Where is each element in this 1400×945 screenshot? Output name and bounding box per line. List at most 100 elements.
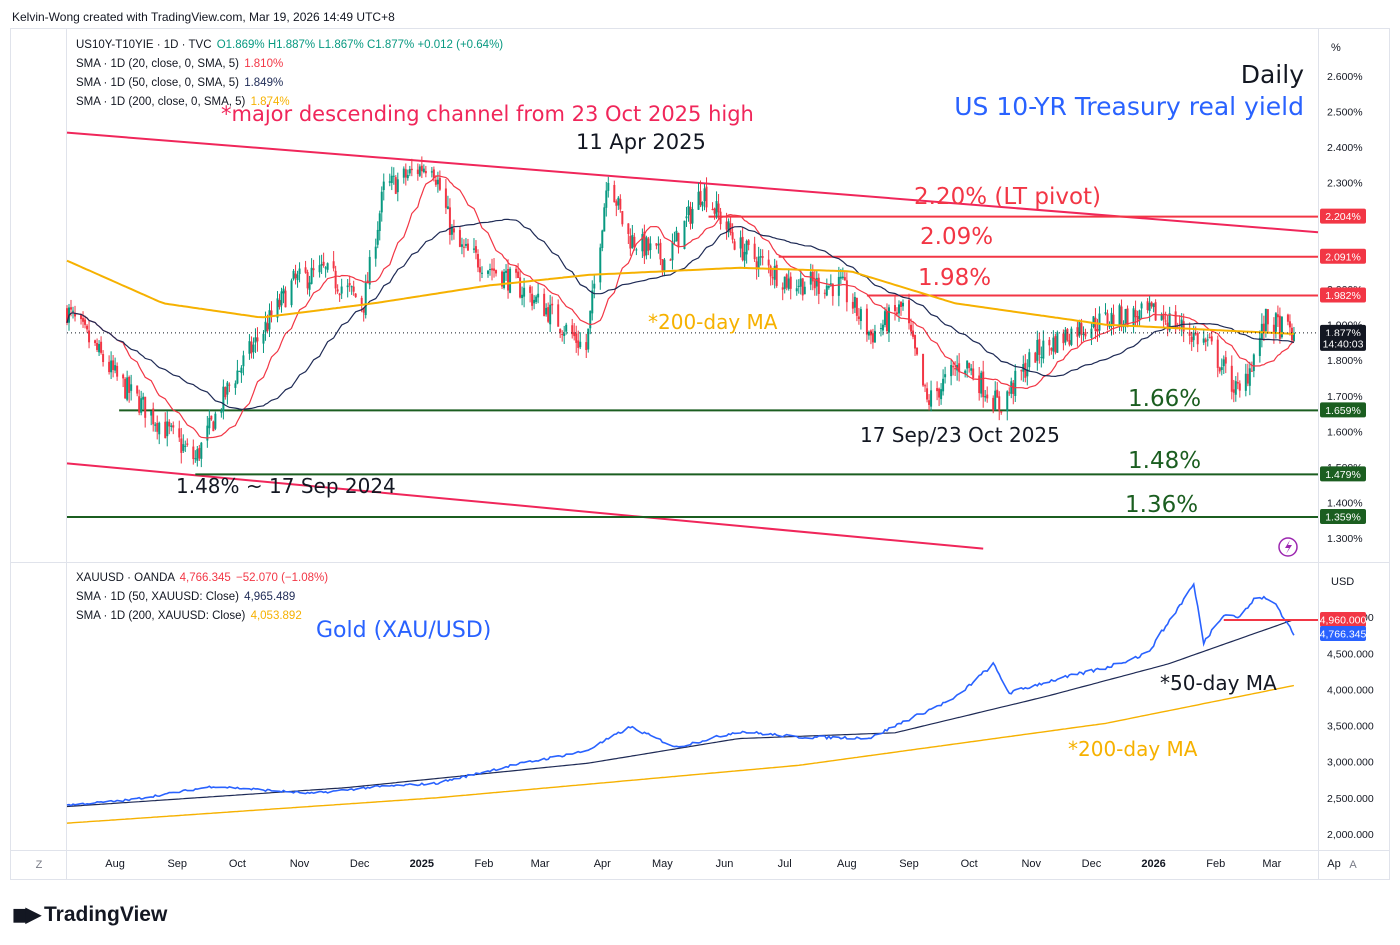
candle[interactable] [879, 323, 882, 337]
candle[interactable] [180, 427, 183, 464]
candle[interactable] [897, 300, 900, 322]
candle[interactable] [629, 228, 632, 256]
candle[interactable] [178, 420, 181, 442]
candle[interactable] [565, 322, 568, 335]
candle[interactable] [222, 379, 225, 420]
candle[interactable] [926, 382, 929, 403]
candle[interactable] [958, 353, 961, 382]
candle[interactable] [298, 262, 301, 283]
candle[interactable] [613, 180, 616, 203]
candle[interactable] [114, 357, 117, 374]
candle[interactable] [1262, 315, 1265, 342]
candle[interactable] [883, 307, 886, 328]
candle[interactable] [1292, 326, 1295, 343]
candle[interactable] [1034, 351, 1037, 363]
candle[interactable] [699, 180, 702, 208]
candle[interactable] [503, 268, 506, 290]
candle[interactable] [607, 176, 610, 198]
candle[interactable] [984, 390, 987, 402]
candle[interactable] [212, 420, 215, 432]
candle[interactable] [394, 175, 397, 195]
candle[interactable] [196, 446, 199, 467]
candle[interactable] [978, 367, 981, 401]
candle[interactable] [170, 423, 173, 432]
candle[interactable] [902, 299, 905, 311]
bottom-legend-row-sma200[interactable]: SMA · 1D (200, XAUUSD: Close) 4,053.892 [76, 607, 328, 626]
candle[interactable] [1122, 320, 1125, 334]
candle[interactable] [332, 251, 335, 272]
candle[interactable] [1250, 361, 1253, 372]
candle[interactable] [573, 323, 576, 341]
candle[interactable] [677, 232, 680, 254]
candle[interactable] [436, 171, 439, 193]
candle[interactable] [154, 422, 157, 432]
candle[interactable] [306, 269, 309, 295]
candle[interactable] [1174, 305, 1177, 334]
candle[interactable] [1110, 307, 1113, 336]
candle[interactable] [348, 275, 351, 292]
candle[interactable] [739, 230, 742, 258]
candle[interactable] [128, 375, 131, 403]
candle[interactable] [871, 328, 874, 349]
candle[interactable] [1064, 327, 1067, 346]
candle[interactable] [396, 172, 399, 202]
candle[interactable] [366, 272, 369, 284]
candle[interactable] [1052, 330, 1055, 360]
candle[interactable] [256, 327, 259, 352]
candle[interactable] [1232, 379, 1235, 403]
candle[interactable] [262, 330, 265, 354]
candle[interactable] [601, 229, 604, 252]
candle[interactable] [563, 325, 566, 345]
candle[interactable] [296, 270, 299, 288]
candle[interactable] [276, 291, 279, 323]
candle[interactable] [745, 239, 748, 264]
candle[interactable] [627, 223, 630, 244]
candle[interactable] [893, 296, 896, 321]
candle[interactable] [1152, 303, 1155, 313]
candle[interactable] [292, 268, 295, 281]
candle[interactable] [310, 258, 313, 285]
candle[interactable] [126, 370, 129, 402]
candle[interactable] [236, 359, 239, 385]
candle[interactable] [404, 163, 407, 186]
candle[interactable] [505, 264, 508, 281]
candle[interactable] [354, 292, 357, 298]
candle[interactable] [1150, 301, 1153, 309]
candle[interactable] [1248, 361, 1251, 396]
candle[interactable] [813, 270, 816, 296]
candle[interactable] [346, 279, 349, 298]
candle[interactable] [186, 438, 189, 447]
gold-sma200-line[interactable] [66, 684, 1295, 824]
candle[interactable] [1024, 354, 1027, 383]
candle[interactable] [1082, 326, 1085, 341]
candle[interactable] [851, 293, 854, 314]
candle[interactable] [817, 273, 820, 305]
candle[interactable] [1194, 326, 1197, 336]
candle[interactable] [1160, 312, 1163, 321]
candle[interactable] [1230, 355, 1233, 400]
candle[interactable] [420, 156, 423, 179]
candle[interactable] [843, 271, 846, 281]
candle[interactable] [82, 311, 85, 328]
candle[interactable] [733, 238, 736, 251]
candle[interactable] [753, 236, 756, 262]
candle[interactable] [210, 415, 213, 421]
candle[interactable] [1146, 298, 1149, 314]
candle[interactable] [98, 340, 101, 357]
candle[interactable] [715, 191, 718, 219]
candle[interactable] [631, 225, 634, 249]
candle[interactable] [673, 231, 676, 245]
candle[interactable] [725, 212, 728, 240]
candle[interactable] [290, 278, 293, 308]
candle[interactable] [881, 319, 884, 336]
candle[interactable] [130, 374, 133, 401]
candle[interactable] [378, 210, 381, 241]
candle[interactable] [647, 236, 650, 256]
candle[interactable] [198, 444, 201, 461]
candle[interactable] [336, 284, 339, 294]
candle[interactable] [493, 258, 496, 278]
candle[interactable] [220, 408, 223, 418]
candle[interactable] [224, 386, 227, 400]
candle[interactable] [1138, 309, 1141, 327]
candle[interactable] [1096, 318, 1099, 342]
